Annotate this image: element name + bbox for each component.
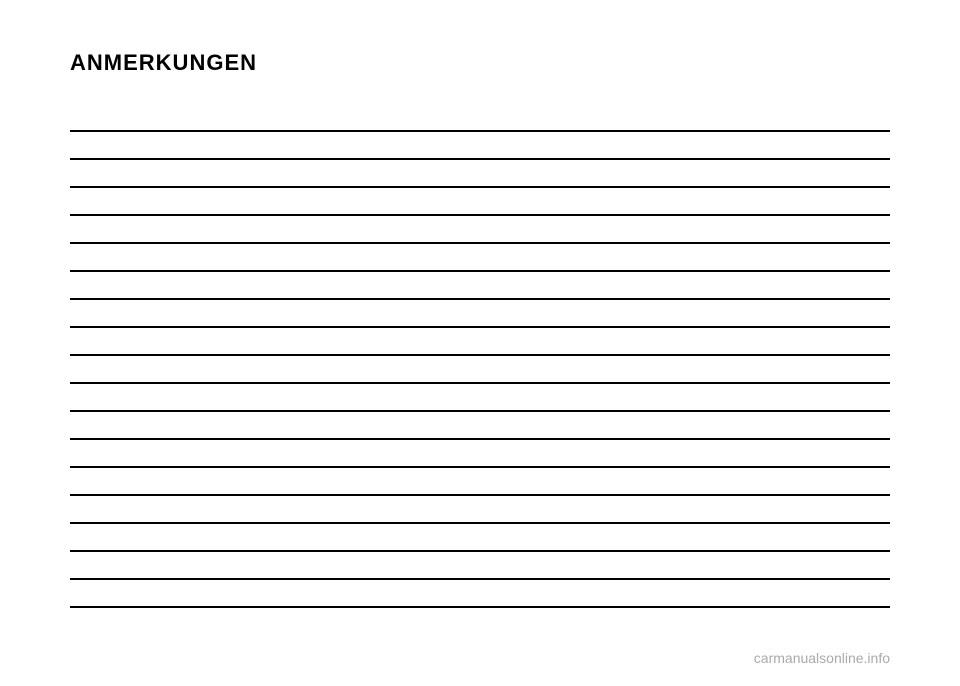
rule-line	[70, 272, 890, 300]
rule-line	[70, 468, 890, 496]
rule-line	[70, 356, 890, 384]
rule-line	[70, 328, 890, 356]
rule-line	[70, 216, 890, 244]
rule-line	[70, 244, 890, 272]
rule-line	[70, 524, 890, 552]
watermark-text: carmanualsonline.info	[754, 650, 890, 666]
rule-line	[70, 552, 890, 580]
rule-line	[70, 132, 890, 160]
notes-lines-container	[70, 104, 890, 608]
rule-line	[70, 580, 890, 608]
rule-line	[70, 188, 890, 216]
rule-line	[70, 412, 890, 440]
page-container: ANMERKUNGEN carmanualsonline.info	[0, 0, 960, 686]
rule-line	[70, 384, 890, 412]
rule-line	[70, 440, 890, 468]
rule-line	[70, 496, 890, 524]
page-heading: ANMERKUNGEN	[70, 50, 890, 76]
rule-line	[70, 300, 890, 328]
rule-line	[70, 160, 890, 188]
rule-line	[70, 104, 890, 132]
